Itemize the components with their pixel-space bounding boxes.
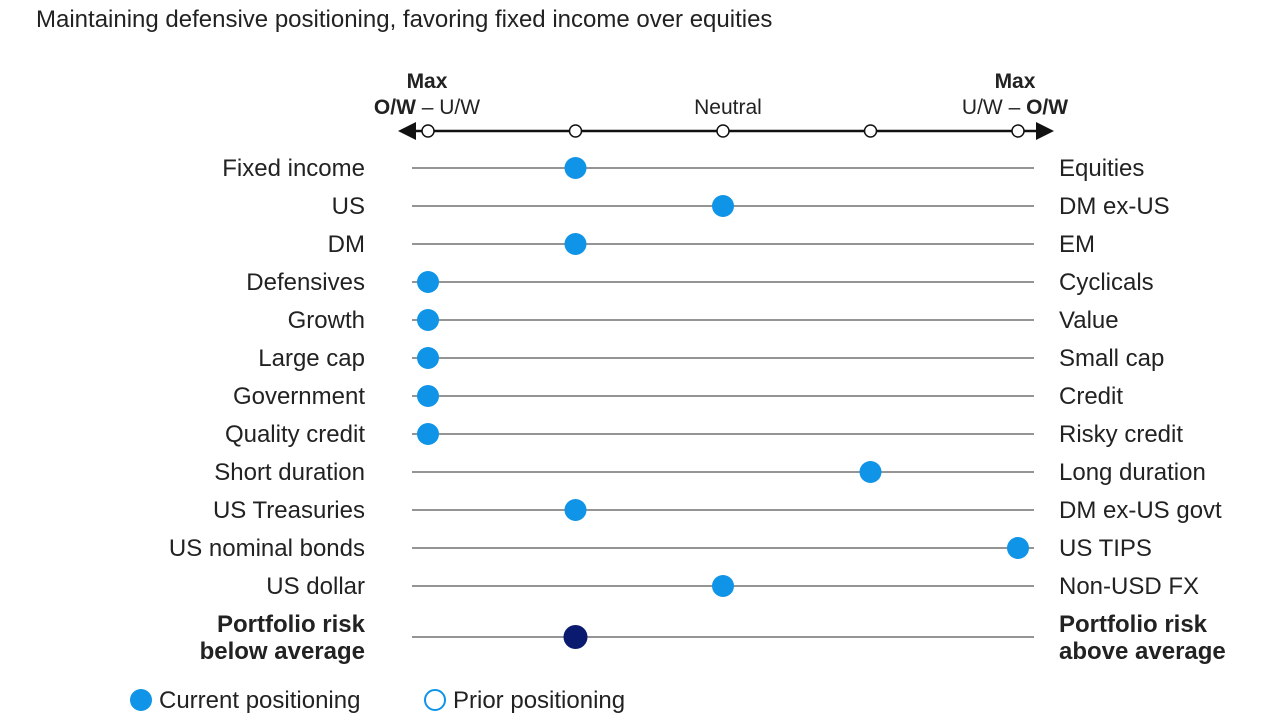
axis-left-arrowhead	[398, 122, 416, 140]
row-right-label: Equities	[1059, 155, 1144, 182]
current-position-marker	[417, 347, 439, 369]
chart-row: Large cap Small cap	[258, 345, 1164, 372]
chart-row: Growth Value	[288, 307, 1119, 334]
row-left-label: Short duration	[214, 459, 365, 486]
scale-neutral: Neutral	[694, 96, 762, 119]
legend-current-label: Current positioning	[159, 687, 360, 714]
scale-header: Max O/W – U/W Neutral Max U/W – O/W	[374, 70, 1068, 119]
axis-right-arrowhead	[1036, 122, 1054, 140]
row-right-label: Non-USD FX	[1059, 573, 1199, 600]
chart-row: Defensives Cyclicals	[246, 269, 1153, 296]
row-right-label: DM ex-US	[1059, 193, 1170, 220]
chart-row: Government Credit	[233, 383, 1123, 410]
row-left-label: US	[332, 193, 365, 220]
chart-row: Portfolio risk below average Portfolio ris…	[200, 611, 1226, 665]
chart-row: Fixed income Equities	[222, 155, 1144, 182]
current-position-marker	[417, 385, 439, 407]
row-left-label: US Treasuries	[213, 497, 365, 524]
scale-left-dash: –	[416, 96, 439, 119]
row-left-label: Portfolio risk below average	[200, 611, 366, 665]
row-left-label: Defensives	[246, 269, 365, 296]
legend-current-marker	[130, 689, 152, 711]
chart-row: Quality credit Risky credit	[225, 421, 1183, 448]
row-left-label: Government	[233, 383, 365, 410]
row-right-label: DM ex-US govt	[1059, 497, 1222, 524]
current-position-marker	[564, 157, 587, 179]
chart-row: DM EM	[328, 231, 1095, 258]
row-left-label: US nominal bonds	[169, 535, 365, 562]
row-left-label: US dollar	[266, 573, 365, 600]
row-right-label: EM	[1059, 231, 1095, 258]
row-right-label: Small cap	[1059, 345, 1164, 372]
scale-right-dash: –	[1003, 96, 1026, 119]
axis-tick-3	[716, 124, 730, 138]
row-right-label: Risky credit	[1059, 421, 1183, 448]
chart-row: US dollar Non-USD FX	[266, 573, 1199, 600]
row-left-label: Quality credit	[225, 421, 365, 448]
legend-prior-label: Prior positioning	[453, 687, 625, 714]
row-right-label: Value	[1059, 307, 1119, 334]
row-left-label: Fixed income	[222, 155, 365, 182]
chart-title: Maintaining defensive positioning, favor…	[36, 6, 772, 33]
row-right-label: US TIPS	[1059, 535, 1152, 562]
current-position-marker	[564, 233, 587, 255]
legend: Current positioning Prior positioning	[130, 687, 625, 714]
row-right-label: Long duration	[1059, 459, 1206, 486]
axis-tick-2	[568, 124, 583, 138]
axis-tick-1	[421, 124, 435, 138]
row-left-label: DM	[328, 231, 365, 258]
row-right-label: Credit	[1059, 383, 1123, 410]
current-position-marker	[859, 461, 882, 483]
row-right-label: Cyclicals	[1059, 269, 1154, 296]
scale-right-ow: O/W	[1026, 96, 1068, 119]
scale-left-ow: O/W	[374, 96, 416, 119]
current-position-marker	[712, 575, 734, 597]
scale-right-uw-ow: U/W – O/W	[962, 96, 1068, 119]
chart-row: US nominal bonds US TIPS	[169, 535, 1152, 562]
current-position-marker	[417, 309, 439, 331]
row-left-label: Large cap	[258, 345, 365, 372]
scale-left-uw: U/W	[439, 96, 480, 119]
current-position-marker	[712, 195, 734, 217]
current-position-marker	[417, 423, 439, 445]
current-position-marker	[564, 499, 587, 521]
chart-row: US DM ex-US	[332, 193, 1170, 220]
scale-left-max: Max	[407, 70, 448, 93]
row-left-label: Growth	[288, 307, 365, 334]
current-position-marker	[417, 271, 439, 293]
scale-left-ow-uw: O/W – U/W	[374, 96, 480, 119]
axis-tick-5	[1011, 124, 1025, 138]
chart-row: US Treasuries DM ex-US govt	[213, 497, 1222, 524]
scale-right-max: Max	[995, 70, 1036, 93]
chart-rows: Fixed income Equities US DM ex-US DM EM Defens…	[169, 155, 1226, 665]
scale-axis	[398, 122, 1054, 140]
legend-prior-marker	[424, 689, 446, 711]
scale-right-uw: U/W	[962, 96, 1003, 119]
chart-row: Short duration Long duration	[214, 459, 1206, 486]
current-position-marker	[563, 625, 588, 649]
current-position-marker	[1007, 537, 1029, 559]
axis-tick-4	[863, 124, 878, 138]
row-right-label: Portfolio risk above average	[1059, 611, 1226, 665]
